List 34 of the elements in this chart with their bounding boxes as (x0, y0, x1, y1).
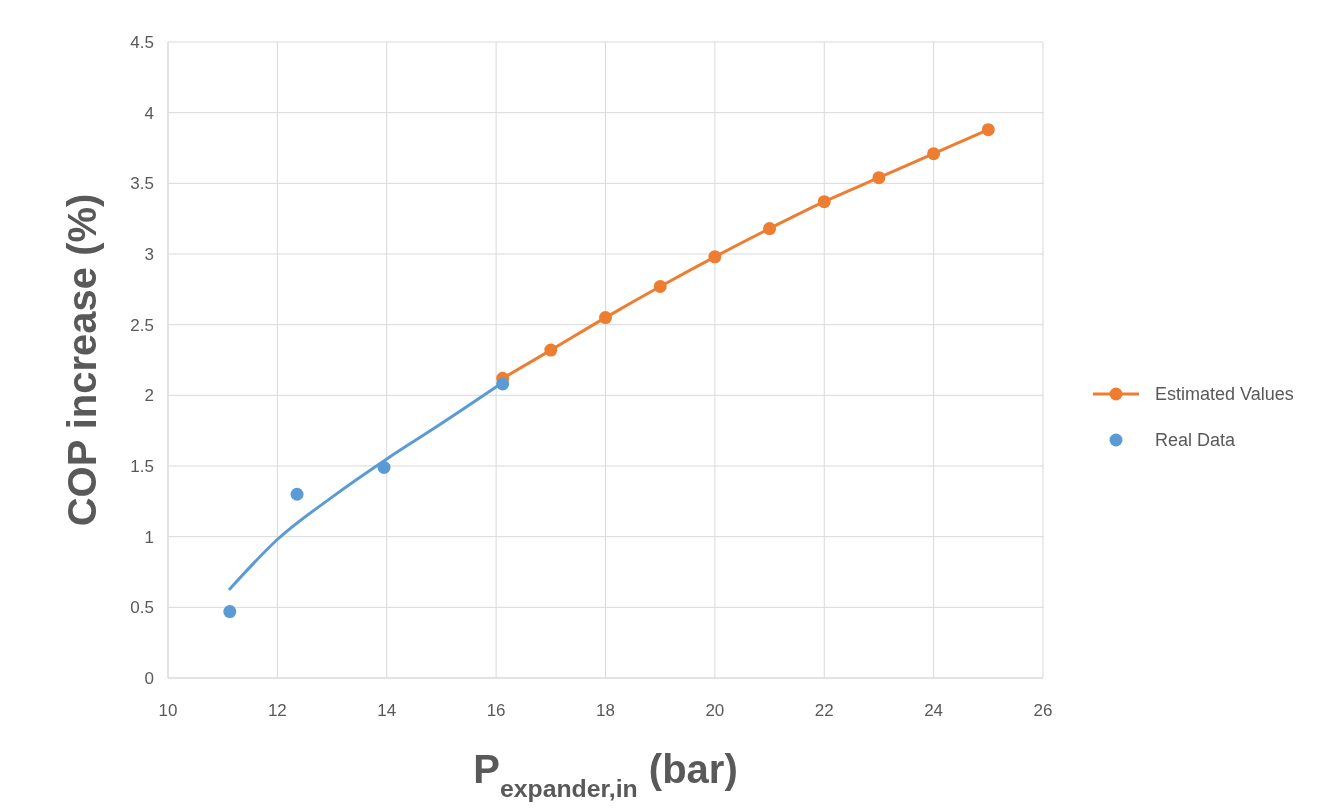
point (708, 250, 722, 264)
y-tick-label: 0 (144, 668, 154, 688)
x-tick-label: 18 (596, 701, 615, 720)
y-tick-label: 4 (144, 103, 154, 123)
x-tick-label: 22 (814, 701, 834, 720)
y-axis-title: COP increase (%) (60, 193, 104, 527)
legend-label: Real Data (1155, 430, 1237, 451)
x-tick-label: 20 (705, 701, 725, 720)
x-tick-label: 16 (486, 701, 506, 720)
point (544, 343, 558, 357)
x-tick-label: 14 (377, 701, 397, 720)
y-tick-label: 1.5 (130, 456, 154, 476)
y-tick-label: 3.5 (130, 174, 154, 194)
x-tick-label: 26 (1033, 701, 1053, 720)
y-tick-label: 2.5 (130, 315, 154, 335)
point (927, 147, 941, 161)
x-tick-label: 10 (158, 701, 178, 720)
y-tick-label: 2 (144, 386, 154, 406)
point (599, 311, 612, 325)
x-tick-label: 12 (267, 701, 287, 720)
point (653, 280, 667, 294)
point (290, 487, 304, 501)
y-tick-label: 4.5 (130, 32, 154, 52)
point (981, 123, 995, 137)
x-axis-title: P$_{expander,in}$ (bar) (473, 747, 738, 802)
x-tick-label: 24 (924, 701, 944, 720)
point (872, 171, 886, 185)
point (763, 222, 777, 236)
legend-label: Estimated Values (1155, 384, 1294, 405)
y-tick-label: 3 (144, 244, 154, 264)
y-tick-label: 1 (144, 527, 154, 547)
point (223, 605, 237, 619)
y-tick-label: 0.5 (130, 598, 154, 618)
point (817, 195, 831, 209)
